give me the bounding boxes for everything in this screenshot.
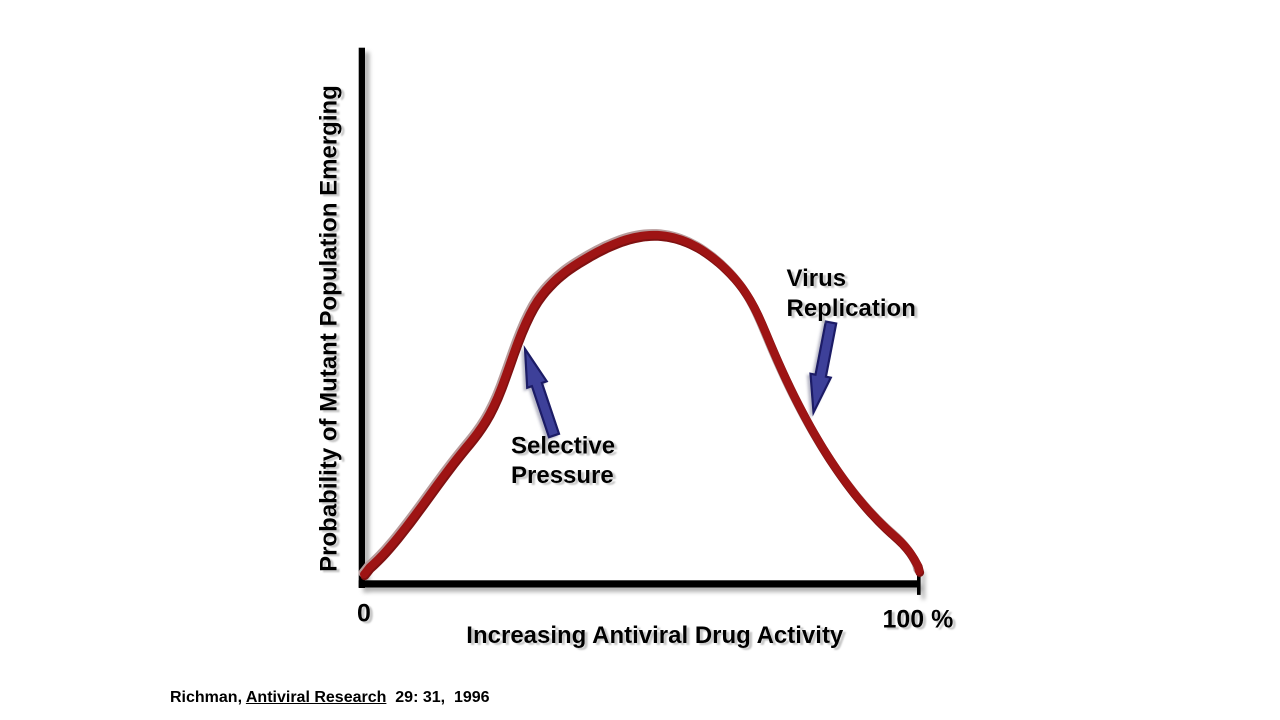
svg-text:100 %: 100 % [883, 606, 954, 634]
svg-text:Probability of Mutant Populati: Probability of Mutant Population Emergin… [316, 85, 343, 572]
svg-text:Replication: Replication [787, 295, 916, 322]
svg-text:Increasing Antiviral Drug Acti: Increasing Antiviral Drug Activity [466, 622, 844, 649]
svg-text:Virus: Virus [787, 265, 847, 292]
svg-text:Selective: Selective [511, 433, 615, 460]
svg-text:Pressure: Pressure [511, 462, 614, 489]
svg-text:0: 0 [357, 600, 371, 628]
